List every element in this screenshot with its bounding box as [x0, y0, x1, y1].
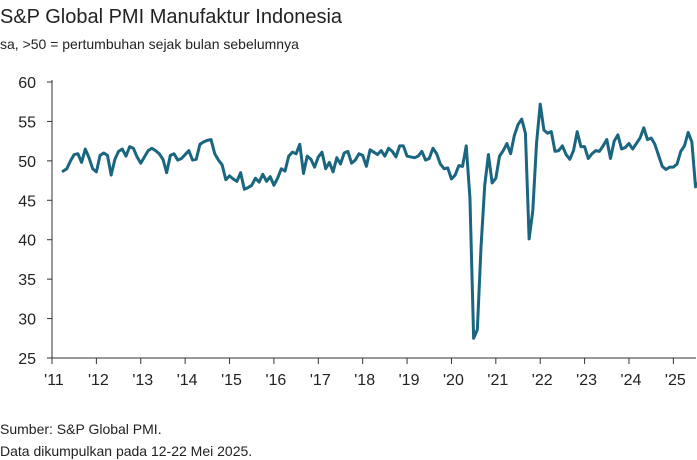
y-axis: 25 30 35 40 45 50 55 60: [18, 75, 53, 368]
x-tick-label: '14: [177, 372, 198, 389]
x-tick-label: '25: [665, 372, 686, 389]
y-tick-label: 30: [18, 312, 36, 329]
y-tick-label: 25: [18, 351, 36, 368]
y-tick-label: 50: [18, 154, 36, 171]
x-tick-label: '12: [88, 372, 109, 389]
x-tick-label: '15: [221, 372, 242, 389]
series-line: [61, 102, 697, 340]
chart-title: S&P Global PMI Manufaktur Indonesia: [0, 6, 343, 28]
x-tick-label: '19: [399, 372, 420, 389]
x-tick-label: '13: [132, 372, 153, 389]
y-tick-label: 45: [18, 193, 36, 210]
x-tick-label: '24: [621, 372, 642, 389]
y-tick-label: 35: [18, 272, 36, 289]
series-group: [61, 102, 697, 340]
y-tick-label: 55: [18, 114, 36, 131]
x-tick-label: '21: [487, 372, 508, 389]
source-text: Sumber: S&P Global PMI.: [0, 421, 162, 437]
collection-note: Data dikumpulkan pada 12-22 Mei 2025.: [0, 443, 253, 459]
y-tick-label: 60: [18, 75, 36, 92]
x-tick-label: '11: [44, 372, 64, 389]
x-tick-label: '18: [354, 372, 375, 389]
x-tick-label: '22: [532, 372, 553, 389]
x-tick-label: '17: [310, 372, 331, 389]
chart-subtitle: sa, >50 = pertumbuhan sejak bulan sebelu…: [0, 36, 299, 52]
x-tick-label: '23: [576, 372, 597, 389]
y-tick-label: 40: [18, 233, 36, 250]
x-tick-label: '20: [443, 372, 464, 389]
x-tick-label: '16: [265, 372, 286, 389]
x-axis: '11 '12 '13 '14 '15 '16 '17 '18 '19 '20 '21 '22 '23 '…: [44, 357, 696, 389]
